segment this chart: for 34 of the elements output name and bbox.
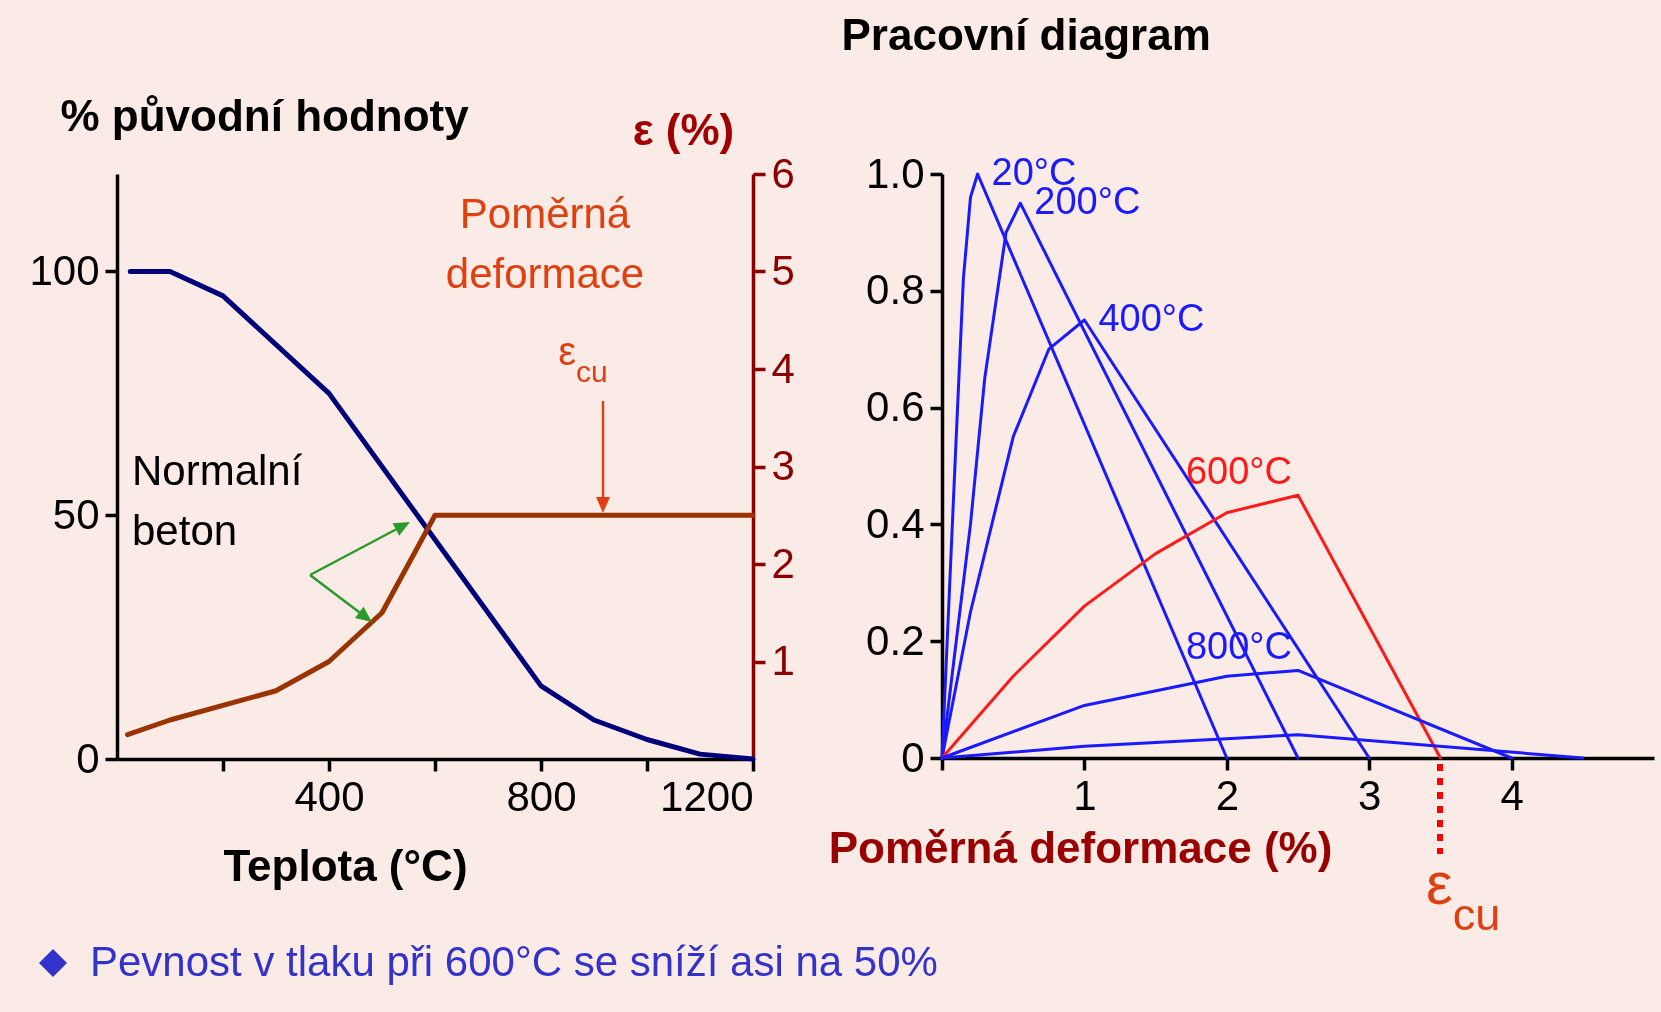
text: Pevnost v tlaku při 600°C se sníží asi na 50% [90,938,938,985]
y-axis-title: % původní hodnoty [60,90,470,140]
y2-tick-label: 1 [771,637,795,684]
y-tick-label: 0.2 [866,616,925,664]
text: ε$_{cu}$ [1426,850,1501,940]
x-tick-label: 400 [294,772,365,820]
y2-tick-label: 6 [771,149,795,197]
annotation: ε$_{cu}$ [558,329,608,388]
x-tick-label: 2 [1215,771,1239,819]
y-tick-label: 0.4 [866,499,925,547]
y-tick-label: 0.8 [866,266,925,314]
series-label: 400°C [1098,297,1205,339]
series-label: 600°C [1185,450,1292,493]
x-tick-label: 800 [506,772,577,820]
annotation: Normalní beton [132,447,303,554]
y2-axis-title: ε (%) [632,104,735,154]
x-axis-title: Poměrná deformace (%) [828,822,1333,872]
y2-tick-label: 3 [771,442,795,489]
y2-tick-label: 4 [771,344,795,392]
annotation: Poměrná deformace [445,190,645,297]
y2-tick-label: 5 [771,247,795,294]
x-tick-label: 1 [1073,771,1097,819]
x-tick-label: 1200 [660,772,754,820]
x-axis-title: Teplota (°C) [223,840,468,890]
y-tick-label: 0 [76,734,100,782]
x-tick-label: 3 [1358,771,1382,819]
y-tick-label: 0 [901,733,925,781]
chart-title: Pracovní diagram [841,10,1211,59]
y-tick-label: 0.6 [866,383,925,431]
y-tick-label: 1.0 [866,149,925,197]
y2-tick-label: 2 [771,539,795,587]
y-tick-label: 50 [52,490,100,538]
x-tick-label: 4 [1500,771,1524,819]
y-tick-label: 100 [29,247,100,294]
